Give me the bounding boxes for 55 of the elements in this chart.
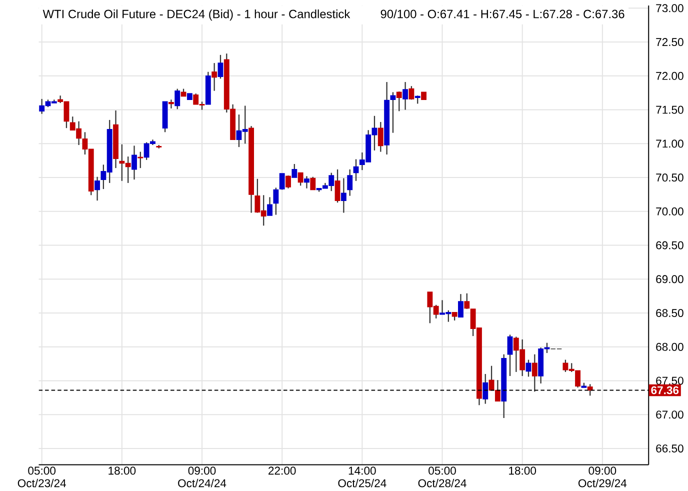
y-tick-label: 69.50 (656, 241, 684, 250)
y-tick-label: 68.00 (656, 342, 684, 351)
y-tick-label: 70.00 (656, 207, 684, 216)
candlestick (408, 85, 414, 100)
candlestick (132, 144, 137, 180)
y-tick-label: 72.50 (656, 38, 684, 46)
x-tick-label: 18:00 (509, 466, 536, 474)
candlestick (94, 176, 100, 201)
candlestick (310, 176, 316, 190)
candlestick (494, 379, 500, 402)
candlestick (168, 98, 174, 109)
candlestick (458, 293, 464, 318)
candlestick (138, 151, 144, 168)
y-tick-label: 70.50 (656, 173, 684, 182)
candlestick (279, 172, 285, 190)
candlestick (532, 354, 538, 392)
candlestick (488, 365, 494, 391)
x-tick-label: 05:00 Oct/23/24 (18, 466, 66, 488)
x-tick-label: 14:00 Oct/25/24 (338, 466, 386, 488)
candlestick (347, 168, 353, 196)
candlestick (286, 174, 291, 189)
y-tick-label: 71.00 (656, 139, 684, 148)
candlestick (298, 172, 304, 186)
y-tick-label: 72.00 (656, 72, 684, 80)
candlestick (218, 54, 224, 79)
x-tick-label: 09:00 Oct/24/24 (178, 466, 226, 488)
candlestick (267, 196, 272, 216)
y-tick-label: 73.00 (656, 4, 684, 12)
y-tick-label: 69.00 (656, 274, 684, 283)
candlestick (378, 121, 384, 152)
x-tick-label: 09:00 Oct/29/24 (578, 466, 627, 488)
candlestick (464, 292, 470, 310)
candlestick (273, 186, 279, 216)
candlestick (507, 334, 513, 376)
chart-title: WTI Crude Oil Future - DEC24 (Bid) - 1 hour - Candlestick (42, 9, 350, 20)
candlestick (174, 88, 180, 110)
candlestick (340, 177, 346, 214)
x-tick-label: 18:00 (108, 466, 136, 474)
chart-subtitle: 90/100 - O:67.41 - H:67.45 - L:67.28 - C:67.36 (380, 9, 624, 18)
candlestick (390, 91, 396, 134)
candlestick (482, 373, 488, 404)
candlestick (304, 175, 310, 189)
candlestick (212, 62, 218, 92)
y-tick-label: 67.50 (656, 376, 684, 385)
y-tick-label: 67.00 (656, 410, 684, 418)
y-tick-label: 66.50 (656, 444, 684, 452)
x-tick-label: 22:00 (268, 466, 296, 474)
x-tick-label: 05:00 Oct/28/24 (418, 466, 466, 488)
candlestick (334, 168, 340, 203)
candlestick (396, 90, 402, 112)
candlestick (292, 163, 298, 178)
y-tick-label: 68.50 (656, 308, 684, 317)
candlestick (402, 81, 408, 110)
y-tick-label: 71.50 (656, 106, 684, 114)
ref-line-label: 67.36 (651, 386, 679, 394)
